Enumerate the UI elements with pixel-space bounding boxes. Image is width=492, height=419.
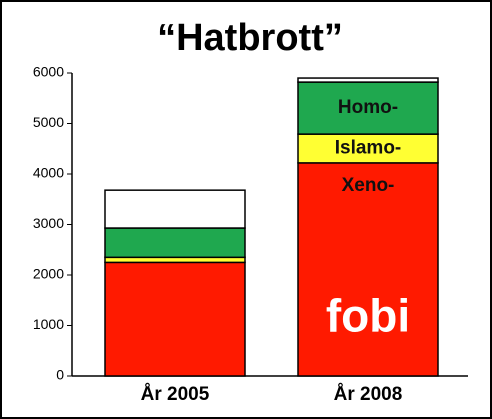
bar-segment <box>104 261 246 377</box>
bar-segment <box>104 227 246 259</box>
x-tick-label: År 2008 <box>334 384 403 405</box>
bar-segment <box>297 162 439 377</box>
annotation: fobi <box>326 290 410 342</box>
bar-segment <box>104 256 246 264</box>
y-tick-label: 3000 <box>33 215 64 231</box>
chart-title: “Hatbrott” <box>157 17 343 59</box>
y-tick-label: 0 <box>56 367 64 383</box>
y-tick-label: 1000 <box>33 316 64 332</box>
x-tick-label: År 2005 <box>141 384 210 405</box>
y-tick-label: 5000 <box>33 114 64 130</box>
bar-segment <box>104 189 246 229</box>
y-tick-label: 4000 <box>33 165 64 181</box>
bar-segment <box>297 81 439 135</box>
segment-label: Islamo- <box>335 138 402 159</box>
segment-label: Homo- <box>338 97 398 118</box>
y-tick-label: 6000 <box>33 64 64 80</box>
bar-segment <box>297 77 439 83</box>
y-tick-label: 2000 <box>33 266 64 282</box>
segment-label: Xeno- <box>342 175 395 196</box>
